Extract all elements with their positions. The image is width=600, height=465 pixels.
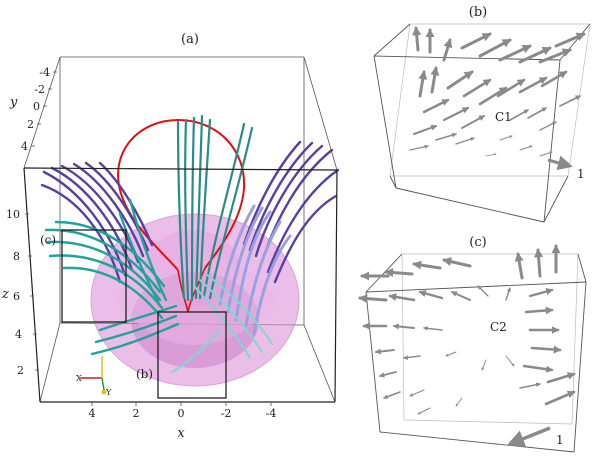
panel-c-scale-arrow	[506, 426, 551, 447]
y-tick-label: 2	[27, 118, 34, 131]
light-teal-field-lines	[171, 273, 273, 373]
panel-b-scale-label: 1	[577, 167, 585, 181]
lavender-field-lines	[218, 204, 292, 336]
null-point-c2-label: C2	[490, 320, 507, 334]
panel-b-vector-field	[409, 26, 586, 157]
panel-b-scale-arrow	[547, 155, 573, 171]
panel-c-vector-field	[358, 244, 576, 415]
axis-triad: X Y	[76, 356, 112, 397]
y-axis-label: y	[9, 95, 18, 110]
inset-c-box	[61, 229, 127, 323]
pink-separatrix-surface	[90, 213, 300, 387]
panel-c-label: (c)	[469, 235, 486, 250]
x-tick-label: 4	[89, 407, 96, 420]
y-tick-label: 0	[33, 100, 40, 113]
bounding-box-front	[23, 167, 338, 403]
teal-field-lines	[44, 198, 180, 356]
x-tick-label: -2	[221, 407, 232, 420]
z-axis: 10 8 6 4 2 z	[1, 208, 39, 377]
panel-c: (c)	[358, 235, 587, 453]
z-tick-label: 2	[17, 364, 24, 377]
panel-b: (b)	[373, 5, 591, 223]
triad-y-label: Y	[105, 388, 112, 397]
z-tick-label: 4	[15, 328, 22, 341]
panel-b-label: (b)	[469, 5, 487, 20]
y-tick-label: -2	[34, 83, 45, 96]
x-tick-label: -4	[266, 407, 277, 420]
teal-vertical-field-lines	[176, 114, 254, 302]
y-tick-label: 4	[21, 140, 28, 153]
inset-b-box	[157, 311, 227, 399]
x-tick-label: 2	[133, 407, 140, 420]
null-point-c1-label: C1	[495, 110, 512, 124]
x-axis-label: x	[177, 426, 185, 441]
panel-c-box	[365, 253, 587, 453]
x-axis: 4 2 0 -2 -4 x	[89, 402, 277, 441]
x-tick-label: 0	[178, 407, 185, 420]
y-axis: -4 -2 0 2 4 y	[9, 66, 57, 153]
z-tick-label: 10	[6, 208, 20, 221]
panel-a: (a)	[1, 32, 340, 441]
y-tick-label: -4	[39, 66, 50, 79]
z-axis-label: z	[1, 287, 9, 302]
inset-c-label: (c)	[40, 233, 56, 247]
z-tick-label: 8	[13, 250, 20, 263]
triad-x-label: X	[76, 374, 82, 383]
z-tick-label: 6	[13, 290, 20, 303]
panel-c-scale-label: 1	[556, 433, 564, 447]
panel-a-label: (a)	[181, 32, 199, 47]
inset-b-label: (b)	[136, 367, 153, 381]
